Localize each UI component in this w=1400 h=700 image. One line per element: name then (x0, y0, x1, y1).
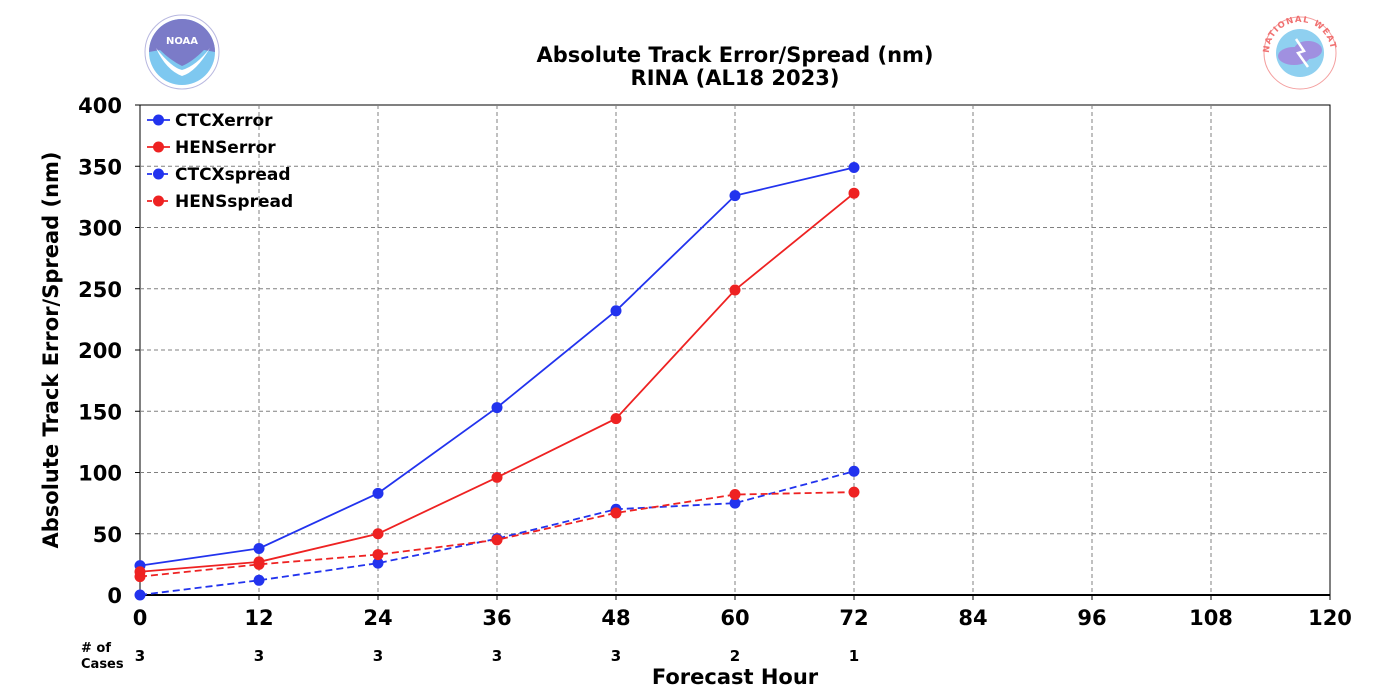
y-tick-labels: 0 50 100 150 200 250 300 350 400 (78, 94, 140, 608)
data-point-CTCXspread (729, 497, 741, 509)
data-point-HENSerror (729, 284, 741, 296)
cases-label-line1: # of (81, 641, 111, 656)
x-tick-label: 48 (601, 606, 630, 630)
x-tick-label: 24 (363, 606, 392, 630)
legend-swatch-marker (153, 114, 164, 126)
legend-label: CTCXspread (175, 165, 291, 185)
legend-item-HENSspread: HENSspread (147, 192, 293, 212)
y-tick-label: 250 (78, 278, 122, 302)
y-tick-label: 200 (78, 339, 122, 363)
legend-label: HENSspread (175, 192, 293, 212)
data-point-HENSspread (253, 558, 265, 570)
x-tick-label: 36 (482, 606, 511, 630)
data-point-CTCXerror (848, 161, 860, 173)
x-tick-label: 96 (1077, 606, 1106, 630)
data-point-CTCXspread (848, 465, 860, 477)
y-tick-label: 150 (78, 400, 122, 424)
x-tick-label: 60 (720, 606, 749, 630)
legend: CTCXerror HENSerror CTCXspread HENSspread (147, 111, 293, 212)
legend-item-HENSerror: HENSerror (147, 138, 276, 158)
case-count: 1 (849, 647, 859, 665)
legend-label: CTCXerror (175, 111, 273, 131)
y-tick-label: 0 (107, 584, 122, 608)
series-CTCXerror (134, 161, 860, 572)
series-lines (134, 161, 860, 601)
legend-swatch-marker (153, 141, 164, 153)
noaa-logo-icon: NOAA (144, 14, 220, 90)
grid-lines (140, 105, 1330, 596)
case-count: 3 (611, 647, 621, 665)
data-point-HENSerror (372, 528, 384, 540)
data-point-HENSspread (610, 507, 622, 519)
y-tick-label: 400 (78, 94, 122, 118)
legend-label: HENSerror (175, 138, 276, 158)
y-axis-label: Absolute Track Error/Spread (nm) (39, 151, 63, 548)
cases-row: # of Cases 3 3 3 3 3 2 1 (81, 641, 859, 672)
x-tick-label: 120 (1308, 606, 1352, 630)
x-tick-label: 12 (244, 606, 273, 630)
data-point-CTCXerror (729, 190, 741, 202)
case-count: 3 (254, 647, 264, 665)
data-point-HENSspread (491, 534, 503, 546)
y-tick-label: 350 (78, 155, 122, 179)
data-point-HENSspread (848, 486, 860, 498)
data-point-HENSspread (729, 489, 741, 501)
x-tick-label: 72 (839, 606, 868, 630)
legend-swatch-marker (153, 168, 164, 180)
data-point-CTCXspread (372, 557, 384, 569)
data-point-HENSerror (491, 471, 503, 483)
series-HENSspread (134, 486, 860, 583)
data-point-CTCXerror (491, 402, 503, 414)
cases-label-line2: Cases (81, 657, 124, 672)
x-tick-label: 0 (133, 606, 148, 630)
legend-item-CTCXerror: CTCXerror (147, 111, 273, 131)
y-tick-label: 100 (78, 462, 122, 486)
x-axis-label: Forecast Hour (652, 665, 819, 689)
x-tick-label: 84 (958, 606, 987, 630)
x-tick-labels: 0 12 24 36 48 60 72 84 96 108 120 (133, 595, 1352, 630)
data-point-CTCXerror (610, 305, 622, 317)
data-point-HENSspread (372, 549, 384, 561)
data-point-HENSspread (134, 571, 146, 583)
y-tick-label: 50 (93, 523, 122, 547)
case-count: 3 (492, 647, 502, 665)
legend-swatch-marker (153, 195, 164, 207)
data-point-CTCXerror (372, 487, 384, 499)
data-point-HENSerror (610, 413, 622, 425)
case-count: 3 (135, 647, 145, 665)
chart-subtitle: RINA (AL18 2023) (631, 66, 840, 90)
data-point-CTCXspread (134, 589, 146, 601)
noaa-logo-text: NOAA (166, 36, 198, 47)
legend-item-CTCXspread: CTCXspread (147, 165, 291, 185)
nws-logo-icon: NATIONAL WEATHER SERVICE (1262, 15, 1337, 90)
x-tick-label: 108 (1189, 606, 1233, 630)
chart-title: Absolute Track Error/Spread (nm) (536, 43, 933, 67)
data-point-HENSerror (848, 187, 860, 199)
data-point-CTCXspread (253, 574, 265, 586)
case-count: 2 (730, 647, 740, 665)
case-count: 3 (373, 647, 383, 665)
y-tick-label: 300 (78, 217, 122, 241)
data-point-CTCXerror (253, 542, 265, 554)
